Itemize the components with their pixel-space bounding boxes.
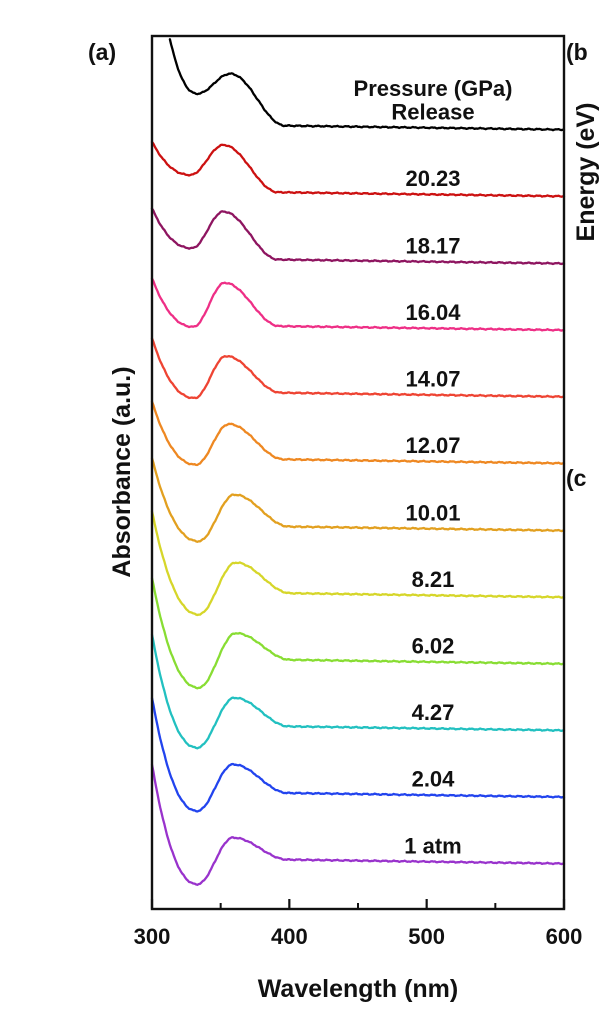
series-label-20_23: 20.23 xyxy=(405,166,460,191)
x-tick-label-400: 400 xyxy=(271,924,308,949)
series-line-16_04 xyxy=(150,277,566,332)
panel-label-c: (c xyxy=(566,465,587,491)
side-axis-label: Energy (eV) xyxy=(572,103,600,242)
series-line-Release xyxy=(168,38,566,132)
series-label-6_02: 6.02 xyxy=(412,633,455,658)
series-label-2_04: 2.04 xyxy=(412,767,456,792)
y-axis-title: Absorbance (a.u.) xyxy=(108,366,136,577)
series-line-10_01 xyxy=(150,457,566,543)
series-label-4_27: 4.27 xyxy=(412,700,455,725)
series-label-8_21: 8.21 xyxy=(412,567,455,592)
curve-labels-group: Release 20.23 18.17 16.04 14.07 12.07 10.01 8.2… xyxy=(391,99,474,858)
plot-area: Release 20.23 18.17 16.04 14.07 12.07 10.01 8.2… xyxy=(150,38,566,886)
panel-label-b: (b xyxy=(566,39,588,65)
series-line-1-atm xyxy=(150,763,566,886)
legend-title: Pressure (GPa) xyxy=(354,76,513,101)
series-line-2_04 xyxy=(150,696,566,813)
series-label-1-atm: 1 atm xyxy=(404,833,461,858)
series-label-12_07: 12.07 xyxy=(405,433,460,458)
series-line-12_07 xyxy=(150,400,566,467)
axes: 300 400 500 600 xyxy=(134,34,583,949)
series-label-14_07: 14.07 xyxy=(405,366,460,391)
x-ticks: 300 400 500 600 xyxy=(134,899,583,949)
x-tick-label-500: 500 xyxy=(408,924,445,949)
curves-group xyxy=(150,38,566,886)
series-line-8_21 xyxy=(150,510,566,617)
series-label-18_17: 18.17 xyxy=(405,233,460,258)
series-label-Release: Release xyxy=(391,99,474,124)
panel-label-a: (a) xyxy=(88,39,116,65)
series-line-4_27 xyxy=(150,633,566,750)
x-tick-label-300: 300 xyxy=(134,924,171,949)
series-line-18_17 xyxy=(150,207,566,266)
series-label-16_04: 16.04 xyxy=(405,300,461,325)
plot-frame xyxy=(150,34,566,911)
series-label-10_01: 10.01 xyxy=(405,500,460,525)
x-axis-title: Wavelength (nm) xyxy=(258,975,458,1003)
series-line-20_23 xyxy=(150,140,566,198)
x-tick-label-600: 600 xyxy=(546,924,583,949)
series-line-6_02 xyxy=(150,577,566,690)
series-line-14_07 xyxy=(150,337,566,400)
